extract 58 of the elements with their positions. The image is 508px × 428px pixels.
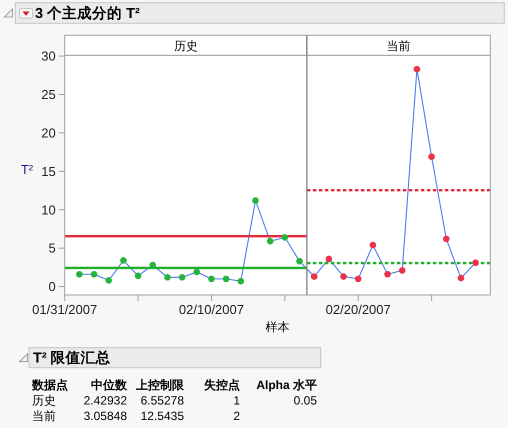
text: 3.05848 <box>84 409 128 423</box>
y-tick-label: 10 <box>41 202 56 218</box>
text: 当前 <box>386 38 411 53</box>
x-tick-label: 01/31/2007 <box>32 302 98 317</box>
chart-title: 3 个主成分的 T² <box>35 4 140 22</box>
text: Alpha 水平 <box>256 378 317 392</box>
point <box>193 268 200 276</box>
point <box>90 270 98 278</box>
x-tick-label: 02/20/2007 <box>326 302 391 317</box>
text: 0.05 <box>294 394 318 408</box>
y-tick-label: 25 <box>41 87 56 102</box>
point <box>266 238 274 245</box>
point <box>458 274 464 282</box>
text: 6.55278 <box>140 394 184 408</box>
y-tick-label: 20 <box>41 125 56 140</box>
x-axis-title: 样本 <box>266 320 290 334</box>
text: 12.5435 <box>140 409 184 423</box>
y-tick-label: 15 <box>41 164 56 179</box>
point <box>282 234 288 241</box>
point <box>252 197 259 204</box>
text: 当前 <box>32 409 56 423</box>
text: 数据点 <box>31 378 68 392</box>
point <box>310 273 318 280</box>
text: 中位数 <box>91 378 128 392</box>
point <box>340 273 347 280</box>
text: 失控点 <box>204 378 240 392</box>
point <box>178 274 186 281</box>
y-tick-label: 30 <box>41 48 56 64</box>
point <box>428 153 435 160</box>
point <box>120 257 127 264</box>
point <box>149 262 156 268</box>
point <box>208 276 215 282</box>
text: 1 <box>233 394 240 408</box>
text: 上控制限 <box>135 378 185 392</box>
point <box>398 267 406 274</box>
y-axis-title: T² <box>20 162 34 178</box>
text: 历史 <box>32 394 56 408</box>
point <box>326 256 332 262</box>
point <box>296 258 303 264</box>
text: 2 <box>233 409 240 423</box>
point <box>238 278 244 284</box>
text: 2.42932 <box>84 394 128 408</box>
text: 历史 <box>174 38 198 53</box>
y-tick-label: 5 <box>48 240 56 256</box>
point <box>472 259 479 266</box>
point <box>164 274 171 281</box>
x-tick-label: 02/10/2007 <box>178 302 244 317</box>
point <box>105 277 112 284</box>
point <box>370 242 376 248</box>
point <box>134 272 142 280</box>
point <box>442 236 450 242</box>
y-tick-label: 0 <box>48 279 56 294</box>
point <box>222 276 230 282</box>
point <box>354 276 362 282</box>
point <box>76 270 83 278</box>
point <box>384 270 391 278</box>
text: T² 限值汇总 <box>33 350 111 367</box>
point <box>414 66 420 72</box>
